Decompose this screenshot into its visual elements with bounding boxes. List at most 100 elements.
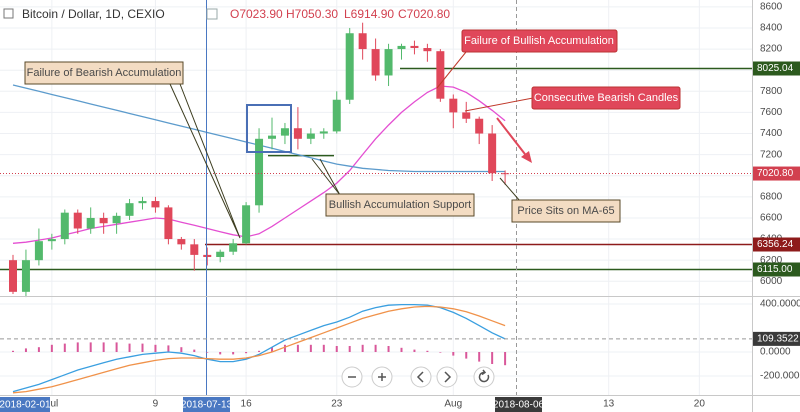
candle-body <box>332 99 341 132</box>
histogram-bar <box>89 342 92 352</box>
reset-button[interactable] <box>473 366 495 388</box>
histogram-bar <box>452 352 455 356</box>
moving-average <box>12 85 506 244</box>
histogram-bar <box>206 352 209 353</box>
candle-body <box>371 49 380 76</box>
ohlc-high: H7050.30 <box>286 7 338 21</box>
annotation-box[interactable] <box>511 199 621 223</box>
candle-body <box>475 118 484 134</box>
histogram-bar <box>361 344 364 352</box>
x-tick-label: 13 <box>603 399 615 410</box>
price-label-box <box>753 237 800 252</box>
candle-body <box>73 212 82 229</box>
price-label: 109.3522 <box>757 334 799 345</box>
annotation-box[interactable] <box>24 61 184 85</box>
annotation-box[interactable] <box>531 86 681 110</box>
candle-body <box>423 48 432 52</box>
candle-body <box>488 133 497 174</box>
histogram-bar <box>141 343 144 352</box>
candle-body <box>345 33 354 100</box>
histogram-bar <box>63 343 66 352</box>
histogram-bar <box>193 349 196 352</box>
scroll-left-button[interactable] <box>410 366 432 388</box>
x-tick-label: 20 <box>694 399 706 410</box>
histogram-bar <box>439 352 442 353</box>
y-tick-label: 8600 <box>760 2 783 13</box>
callout-line <box>169 83 241 239</box>
y-tick-label: 7400 <box>760 128 783 139</box>
price-label-box <box>753 331 800 346</box>
histogram-bar <box>296 344 299 352</box>
candle-body <box>164 207 173 240</box>
candle-body <box>112 215 121 224</box>
callout-line <box>499 177 521 202</box>
price-label: 8025.04 <box>757 63 794 74</box>
histogram-bar <box>387 346 390 352</box>
price-label: 6115.00 <box>757 264 793 275</box>
candle-body <box>280 128 289 136</box>
crosshair-label-box <box>0 397 50 412</box>
ohlc-close: C7020.80 <box>398 7 450 21</box>
format-icon[interactable] <box>206 8 218 20</box>
y-tick-label: 7200 <box>760 149 783 160</box>
annotation: Price Sits on MA-65 <box>517 205 614 217</box>
y-tick-label: 8400 <box>760 23 783 34</box>
highlight-box[interactable] <box>246 104 292 153</box>
candle-body <box>203 254 212 258</box>
candle-body <box>242 205 251 244</box>
annotation-box[interactable] <box>325 193 475 217</box>
candle-body <box>99 217 108 224</box>
candle-body <box>125 203 134 216</box>
scroll-right-button[interactable] <box>436 366 458 388</box>
y-tick-label: 6200 <box>760 255 783 266</box>
arrow-head[interactable] <box>521 151 532 163</box>
annotation-box[interactable] <box>461 29 618 53</box>
histogram-bar <box>478 352 481 362</box>
callout-line <box>464 97 534 112</box>
candle-body <box>229 243 238 252</box>
histogram-bar <box>154 344 157 352</box>
candle-body <box>449 98 458 113</box>
ohlc-open: O7023.90 <box>230 7 283 21</box>
x-tick-label: 23 <box>331 399 343 410</box>
annotation: Failure of Bearish Accumulation <box>27 67 182 79</box>
crosshair-label: 2018-07-13 <box>181 400 233 411</box>
price-label: 6356.24 <box>757 239 794 250</box>
symbol-title: Bitcoin / Dollar, 1D, CEXIO <box>22 7 165 21</box>
x-tick-label: Aug <box>444 399 462 410</box>
histogram-bar <box>465 352 468 359</box>
y-tick-label: 0.0000 <box>760 347 791 358</box>
symbol-icon[interactable] <box>3 8 14 19</box>
histogram-bar <box>504 352 507 366</box>
histogram-bar <box>271 347 273 352</box>
y-tick-label: 6800 <box>760 191 783 202</box>
histogram-bar <box>309 344 312 352</box>
price-label-box <box>753 61 800 76</box>
histogram-bar <box>258 350 261 352</box>
callout-line <box>436 51 467 89</box>
histogram-bar <box>12 350 14 352</box>
candle-body <box>34 241 43 261</box>
x-tick-label: 16 <box>241 399 253 410</box>
histogram-bar <box>426 350 429 352</box>
arrow-shaft[interactable] <box>496 117 529 159</box>
histogram-bar <box>219 352 222 355</box>
histogram-bar <box>167 345 170 352</box>
candle-body <box>462 112 471 119</box>
candle-body <box>268 135 276 139</box>
price-label: 7020.80 <box>757 168 794 179</box>
candle-body <box>410 45 419 49</box>
candle-body <box>138 201 147 204</box>
price-label-box <box>753 166 800 181</box>
histogram-bar <box>37 347 40 352</box>
y-tick-label: 400.0000 <box>760 299 800 310</box>
macd-line <box>12 303 506 393</box>
histogram-bar <box>128 343 131 352</box>
histogram-bar <box>283 344 286 352</box>
histogram-bar <box>180 347 183 352</box>
annotation: Consecutive Bearish Candles <box>534 92 679 104</box>
histogram-bar <box>24 348 27 352</box>
y-tick-label: 6000 <box>760 276 783 287</box>
